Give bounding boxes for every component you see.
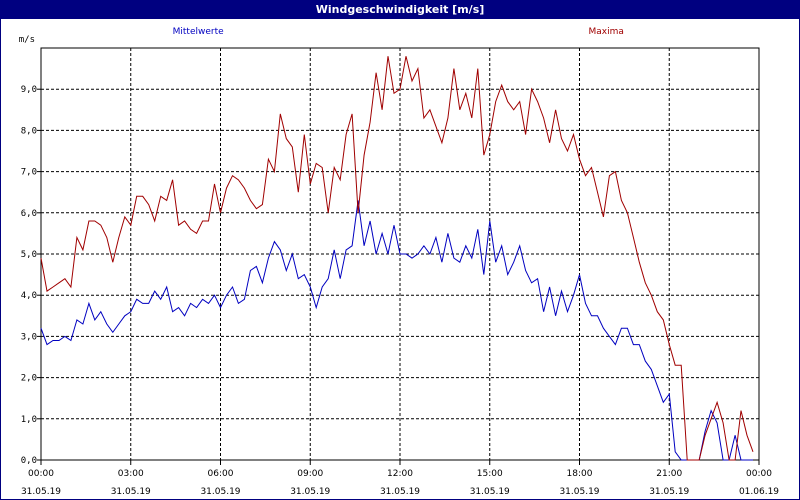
y-tick-label: 9,0 [21,85,37,95]
x-tick-time: 21:00 [656,469,682,479]
x-tick-date: 31.05.19 [470,487,510,497]
x-tick-date: 31.05.19 [290,487,330,497]
x-tick-date: 01.06.19 [739,487,779,497]
y-tick-label: 2,0 [21,374,37,384]
y-axis: 0,0 1,0 2,0 3,0 4,0 5,0 6,0 7,0 8,0 9,0 [21,85,41,466]
series-line-maxima [40,56,754,461]
x-tick-time: 00:00 [28,469,54,479]
x-tick-date: 31.05.19 [21,487,61,497]
y-tick-label: 4,0 [21,291,37,301]
x-tick-date: 31.05.19 [380,487,420,497]
y-tick-label: 6,0 [21,209,37,219]
series-line-mittelwerte [40,200,753,461]
x-tick-date: 31.05.19 [111,487,151,497]
x-tick-time: 12:00 [387,469,413,479]
wind-speed-chart: 0,0 1,0 2,0 3,0 4,0 5,0 6,0 7,0 8,0 9,0 00:00 31.0… [19,27,780,497]
x-tick-time: 18:00 [567,469,593,479]
y-tick-label: 7,0 [21,168,37,178]
window-title: Windgeschwindigkeit [m/s] [1,1,799,19]
x-axis: 00:00 31.05.19 03:00 31.05.19 06:00 31.05.19 0… [21,460,779,497]
x-tick-date: 31.05.19 [200,487,240,497]
y-tick-label: 3,0 [21,332,37,342]
legend-mittelwerte: Mittelwerte [173,27,224,37]
x-tick-time: 09:00 [297,469,323,479]
y-axis-label: m/s [19,35,35,45]
y-tick-label: 1,0 [21,415,37,425]
x-tick-time: 15:00 [477,469,503,479]
y-tick-label: 8,0 [21,126,37,136]
x-tick-time: 00:00 [746,469,772,479]
y-tick-label: 5,0 [21,250,37,260]
x-tick-date: 31.05.19 [559,487,599,497]
y-tick-label: 0,0 [21,456,37,466]
legend-maxima: Maxima [588,27,623,37]
x-tick-time: 06:00 [208,469,234,479]
series-layer [40,56,754,461]
x-tick-date: 31.05.19 [649,487,689,497]
x-tick-time: 03:00 [118,469,144,479]
